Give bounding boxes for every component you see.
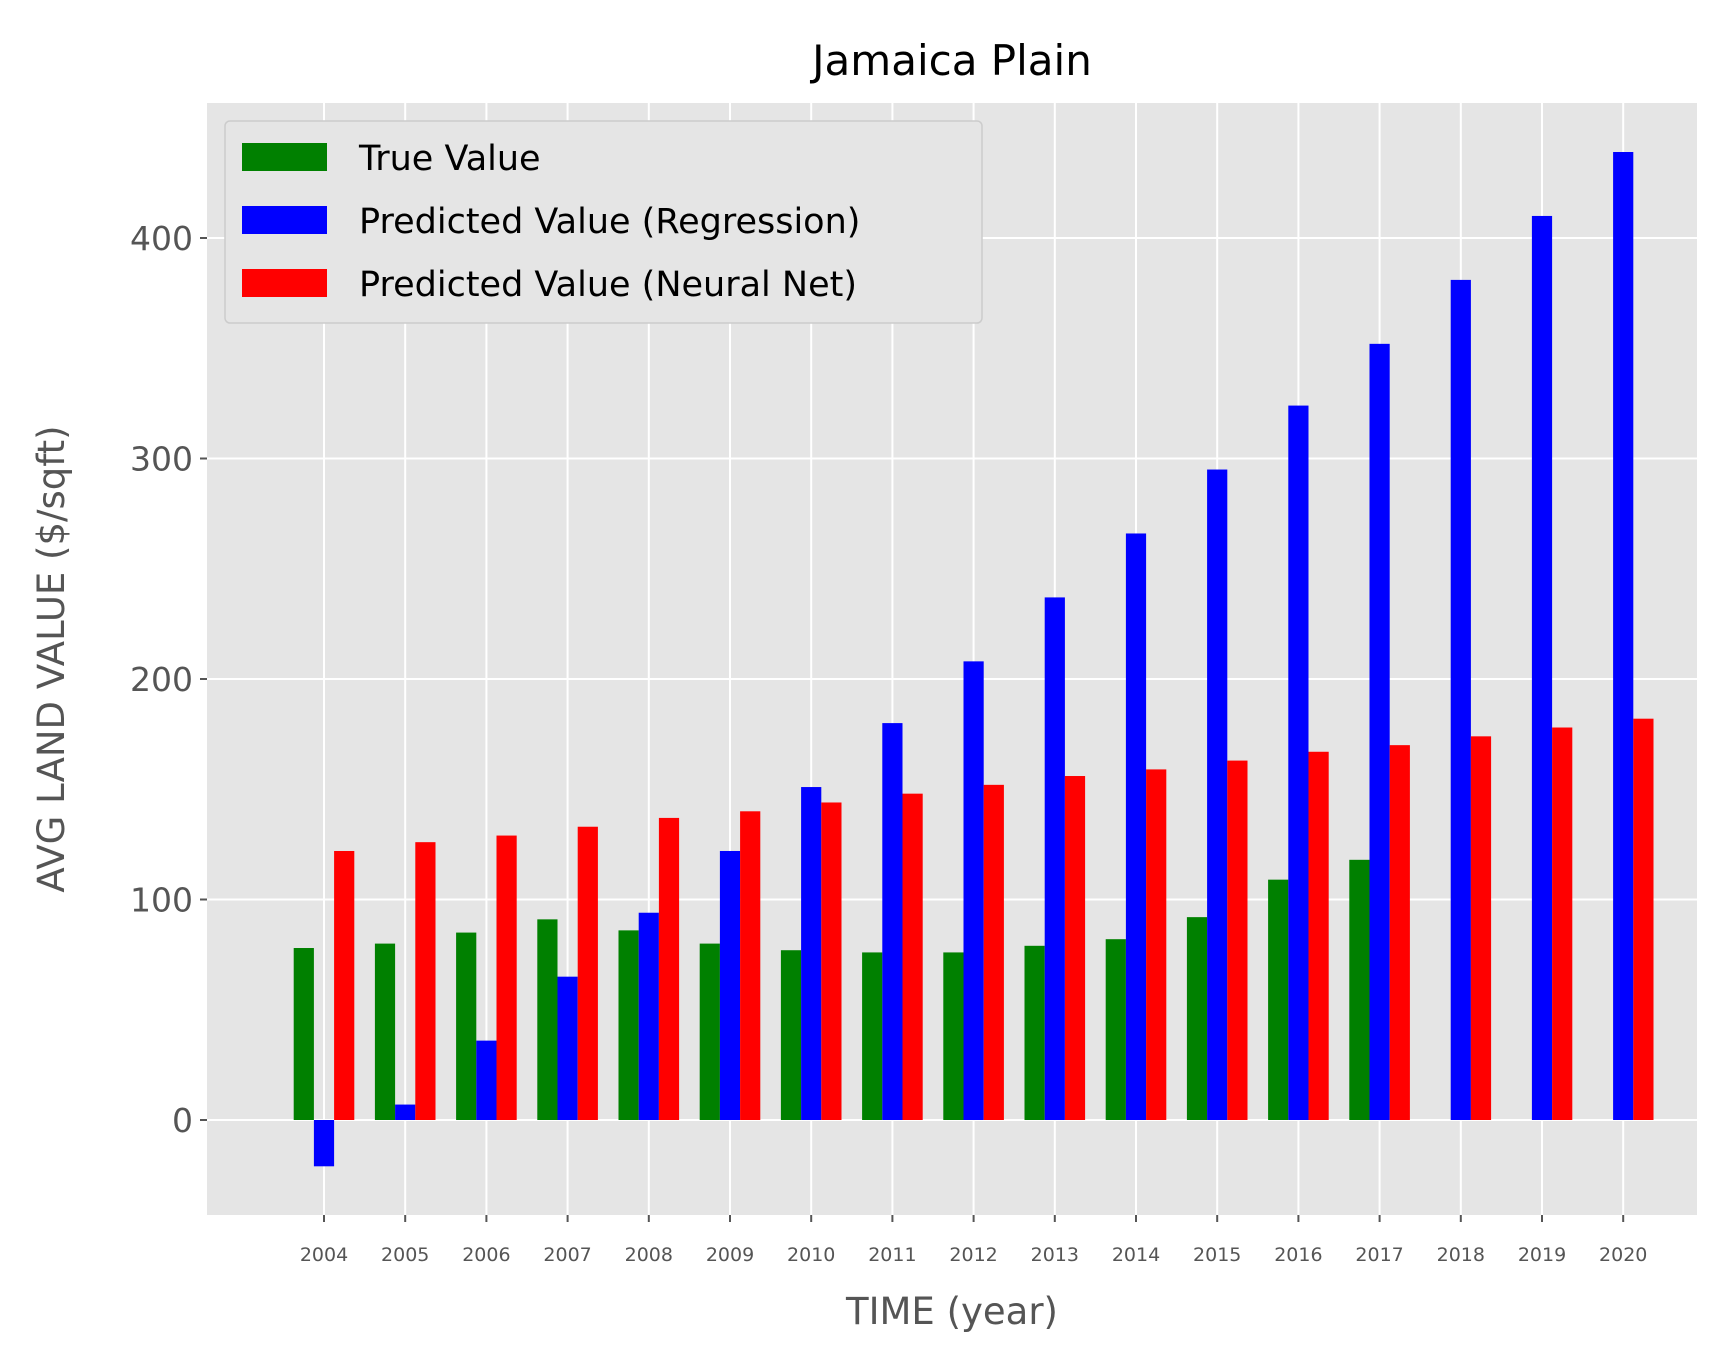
bars bbox=[293, 152, 1654, 1167]
bar-predicted-value-neural-net--2004 bbox=[334, 850, 355, 1120]
bar-predicted-value-neural-net--2014 bbox=[1146, 769, 1167, 1120]
bar-predicted-value-neural-net--2019 bbox=[1552, 727, 1573, 1120]
bar-true-value-2017 bbox=[1349, 859, 1370, 1120]
bar-predicted-value-neural-net--2008 bbox=[658, 817, 680, 1120]
bar-predicted-value-neural-net--2018 bbox=[1470, 736, 1492, 1120]
y-axis-ticks: 0 100 200 300 400 bbox=[130, 219, 207, 1140]
bar-predicted-value-neural-net--2009 bbox=[740, 811, 761, 1120]
bar-true-value-2005 bbox=[374, 943, 396, 1120]
bar-predicted-value-regression--2008 bbox=[638, 912, 659, 1120]
bar-predicted-value-neural-net--2010 bbox=[821, 802, 842, 1120]
x-tick-label: 2016 bbox=[1274, 1244, 1322, 1266]
legend-label-regression: Predicted Value (Regression) bbox=[359, 202, 860, 242]
bar-predicted-value-regression--2016 bbox=[1288, 405, 1309, 1121]
bar-predicted-value-regression--2007 bbox=[557, 976, 578, 1120]
x-tick-label: 2017 bbox=[1355, 1244, 1403, 1266]
bar-predicted-value-regression--2014 bbox=[1125, 533, 1147, 1120]
legend-swatch-true-value bbox=[242, 143, 327, 171]
x-tick-label: 2012 bbox=[949, 1244, 997, 1266]
bar-predicted-value-neural-net--2016 bbox=[1308, 751, 1329, 1120]
bar-predicted-value-regression--2018 bbox=[1450, 279, 1471, 1120]
x-tick-label: 2013 bbox=[1031, 1244, 1079, 1266]
x-axis-label: TIME (year) bbox=[845, 1290, 1058, 1333]
x-tick-label: 2004 bbox=[300, 1244, 348, 1266]
bar-predicted-value-regression--2015 bbox=[1207, 469, 1228, 1120]
bar-predicted-value-neural-net--2007 bbox=[577, 826, 598, 1120]
bar-true-value-2015 bbox=[1186, 917, 1208, 1120]
bar-true-value-2007 bbox=[537, 919, 558, 1120]
legend-label-neural-net: Predicted Value (Neural Net) bbox=[359, 265, 857, 305]
legend-frame bbox=[224, 120, 983, 324]
legend-swatch-regression bbox=[242, 206, 327, 234]
legend: True Value Predicted Value (Regression) … bbox=[224, 120, 983, 324]
bar-predicted-value-neural-net--2006 bbox=[496, 835, 517, 1120]
x-tick-label: 2009 bbox=[706, 1244, 754, 1266]
bar-predicted-value-regression--2005 bbox=[395, 1104, 416, 1120]
bar-true-value-2009 bbox=[699, 943, 720, 1120]
x-tick-label: 2014 bbox=[1112, 1244, 1160, 1266]
y-tick-label: 0 bbox=[172, 1101, 193, 1140]
bar-predicted-value-regression--2004 bbox=[313, 1120, 335, 1167]
bar-predicted-value-regression--2020 bbox=[1613, 152, 1634, 1120]
bar-true-value-2012 bbox=[943, 952, 964, 1120]
x-tick-label: 2011 bbox=[868, 1244, 916, 1266]
y-tick-label: 400 bbox=[130, 219, 193, 258]
bar-predicted-value-regression--2019 bbox=[1531, 215, 1553, 1120]
bar-true-value-2008 bbox=[618, 930, 639, 1120]
bar-predicted-value-neural-net--2020 bbox=[1633, 718, 1654, 1120]
chart-title: Jamaica Plain bbox=[809, 36, 1092, 85]
bar-predicted-value-regression--2017 bbox=[1369, 343, 1390, 1121]
y-tick-label: 100 bbox=[130, 881, 193, 920]
y-tick-label: 200 bbox=[130, 660, 193, 699]
bar-predicted-value-neural-net--2012 bbox=[983, 784, 1004, 1120]
bar-true-value-2016 bbox=[1268, 879, 1289, 1120]
bar-predicted-value-neural-net--2011 bbox=[902, 793, 923, 1120]
x-tick-label: 2018 bbox=[1437, 1244, 1485, 1266]
x-axis-ticks: 2004 2005 2006 2007 2008 2009 2010 2011 2012 2013… bbox=[300, 1215, 1647, 1266]
bar-true-value-2010 bbox=[780, 950, 802, 1120]
x-tick-label: 2006 bbox=[462, 1244, 510, 1266]
bar-predicted-value-regression--2012 bbox=[963, 661, 984, 1120]
bar-true-value-2013 bbox=[1024, 945, 1045, 1120]
y-tick-label: 300 bbox=[130, 440, 193, 479]
bar-predicted-value-regression--2011 bbox=[882, 723, 903, 1120]
bar-predicted-value-neural-net--2015 bbox=[1227, 760, 1248, 1120]
legend-swatch-neural-net bbox=[242, 269, 327, 297]
bar-predicted-value-regression--2013 bbox=[1044, 597, 1065, 1120]
y-axis-label: AVG LAND VALUE ($/sqft) bbox=[30, 425, 73, 892]
x-tick-label: 2020 bbox=[1599, 1244, 1647, 1266]
legend-label-true-value: True Value bbox=[358, 139, 541, 179]
bar-true-value-2004 bbox=[293, 948, 314, 1120]
x-tick-label: 2005 bbox=[381, 1244, 429, 1266]
bar-predicted-value-neural-net--2005 bbox=[415, 842, 436, 1120]
bar-true-value-2006 bbox=[456, 932, 477, 1120]
bar-true-value-2014 bbox=[1105, 939, 1126, 1120]
x-tick-label: 2015 bbox=[1193, 1244, 1241, 1266]
bar-predicted-value-regression--2006 bbox=[476, 1040, 497, 1120]
bar-predicted-value-neural-net--2013 bbox=[1064, 776, 1086, 1120]
x-tick-label: 2019 bbox=[1518, 1244, 1566, 1266]
bar-predicted-value-regression--2010 bbox=[801, 787, 822, 1120]
bar-predicted-value-regression--2009 bbox=[719, 850, 741, 1120]
x-tick-label: 2007 bbox=[543, 1244, 591, 1266]
bar-predicted-value-neural-net--2017 bbox=[1389, 745, 1410, 1120]
bar-true-value-2011 bbox=[862, 952, 883, 1120]
x-tick-label: 2008 bbox=[625, 1244, 673, 1266]
x-tick-label: 2010 bbox=[787, 1244, 835, 1266]
